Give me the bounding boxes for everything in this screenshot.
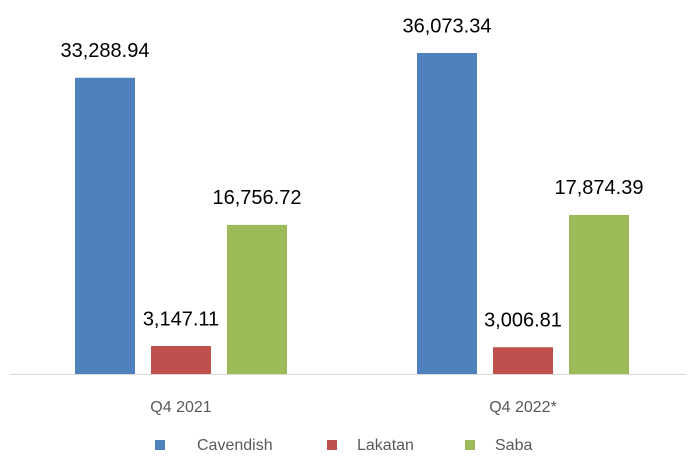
legend-swatch <box>327 440 337 450</box>
legend-swatch <box>465 440 475 450</box>
bar <box>227 224 287 374</box>
legend-label: Cavendish <box>197 437 273 454</box>
data-label: 17,874.39 <box>555 177 644 199</box>
data-label: 33,288.94 <box>61 40 150 62</box>
legend-label: Lakatan <box>357 437 414 454</box>
x-tick-label: Q4 2022* <box>489 399 557 416</box>
data-label: 3,006.81 <box>484 310 562 332</box>
data-label: 16,756.72 <box>213 187 302 209</box>
bar <box>493 347 553 374</box>
data-label: 36,073.34 <box>403 15 492 37</box>
bar <box>569 214 629 374</box>
legend-label: Saba <box>495 437 532 454</box>
legend-swatch <box>155 440 165 450</box>
data-label: 3,147.11 <box>143 308 219 330</box>
bar <box>417 53 477 374</box>
x-tick-label: Q4 2021 <box>150 399 211 416</box>
bar <box>75 77 135 374</box>
bar <box>151 345 211 374</box>
